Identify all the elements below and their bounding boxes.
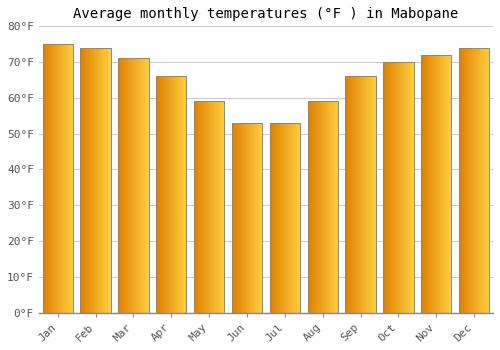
Bar (194, 102, 224, 313)
Bar (384, 62, 414, 313)
Bar (156, 76, 186, 313)
Bar (42, 44, 73, 313)
Title: Average monthly temperatures (°F ) in Mabopane: Average monthly temperatures (°F ) in Ma… (74, 7, 458, 21)
Bar (270, 123, 300, 313)
Bar (346, 76, 376, 313)
Bar (308, 102, 338, 313)
Bar (80, 48, 110, 313)
Bar (459, 48, 490, 313)
Bar (421, 55, 452, 313)
Bar (118, 58, 148, 313)
Bar (232, 123, 262, 313)
